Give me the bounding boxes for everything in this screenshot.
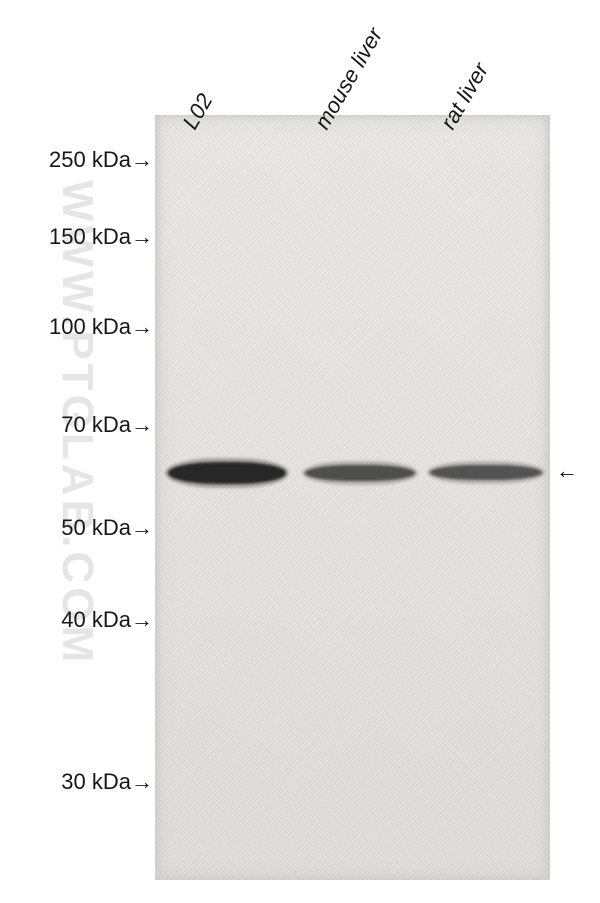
target-band-arrow: ←	[556, 458, 578, 484]
arrow-right-icon: →	[131, 314, 153, 340]
membrane-background	[155, 115, 550, 880]
arrow-right-icon: →	[131, 224, 153, 250]
arrow-right-icon: →	[131, 412, 153, 438]
arrow-right-icon: →	[131, 515, 153, 541]
band	[165, 458, 289, 488]
mw-marker-text: 70 kDa	[61, 412, 131, 437]
figure-root: WWW.PTGLAB.COM L02mouse liverrat liver 2…	[0, 0, 600, 903]
band	[427, 461, 545, 484]
mw-marker: 30 kDa→	[61, 769, 153, 795]
arrow-right-icon: →	[131, 607, 153, 633]
western-blot-membrane	[155, 115, 550, 880]
mw-marker-text: 100 kDa	[49, 314, 131, 339]
mw-marker-text: 150 kDa	[49, 224, 131, 249]
mw-marker-text: 30 kDa	[61, 769, 131, 794]
mw-marker: 100 kDa→	[49, 314, 153, 340]
mw-marker: 50 kDa→	[61, 515, 153, 541]
mw-marker: 40 kDa→	[61, 607, 153, 633]
arrow-right-icon: →	[131, 147, 153, 173]
mw-marker: 70 kDa→	[61, 412, 153, 438]
arrow-right-icon: →	[131, 769, 153, 795]
mw-marker: 250 kDa→	[49, 147, 153, 173]
mw-marker: 150 kDa→	[49, 224, 153, 250]
band	[302, 461, 418, 485]
mw-marker-text: 50 kDa	[61, 515, 131, 540]
mw-marker-text: 40 kDa	[61, 607, 131, 632]
mw-marker-text: 250 kDa	[49, 147, 131, 172]
